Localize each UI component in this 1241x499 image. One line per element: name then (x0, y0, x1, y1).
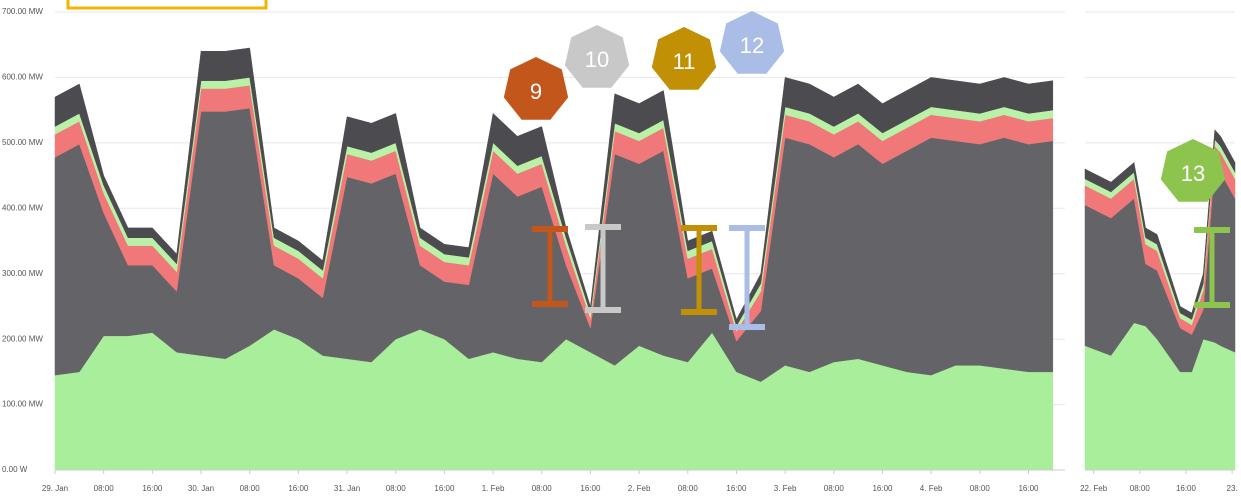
x-tick-label: 3. Feb (774, 484, 797, 493)
x-tick-label: 08:00 (678, 484, 699, 493)
x-tick-label: 16:00 (142, 484, 163, 493)
panel-gap (1072, 0, 1084, 499)
badge (651, 27, 717, 90)
badge-label: 12 (740, 33, 764, 58)
x-tick-label: 08:00 (970, 484, 991, 493)
badge-label: 10 (585, 47, 609, 72)
panel: 22. Feb 08:00 16:00 23. (1080, 11, 1238, 493)
x-tick-label: 22. Feb (1080, 484, 1108, 493)
x-tick-label: 16:00 (1176, 484, 1197, 493)
x-tick-label: 08:00 (240, 484, 261, 493)
y-tick-label: 600.00 MW (2, 73, 43, 82)
x-tick-label: 31. Jan (334, 484, 360, 493)
x-tick-label: 16:00 (434, 484, 455, 493)
annotation: 12 (719, 11, 785, 330)
y-tick-label: 400.00 MW (2, 203, 43, 212)
badge (503, 57, 569, 120)
area (1084, 129, 1236, 320)
x-tick-label: 08:00 (386, 484, 407, 493)
x-tick-label: 08:00 (1130, 484, 1151, 493)
y-tick-label: 200.00 MW (2, 334, 43, 343)
y-tick-label: 300.00 MW (2, 269, 43, 278)
badge (1160, 139, 1226, 202)
annotation: 9 (503, 57, 569, 307)
badge-label: 11 (673, 49, 696, 74)
x-tick-label: 08:00 (824, 484, 845, 493)
badge-label: 9 (530, 79, 542, 104)
y-tick-label: 100.00 MW (2, 400, 43, 409)
x-tick-label: 23. (1227, 484, 1238, 493)
x-tick-label: 16:00 (872, 484, 893, 493)
y-tick-label: 500.00 MW (2, 138, 43, 147)
annotation: 11 (651, 27, 717, 315)
annotation: 10 (564, 25, 630, 313)
badge (719, 11, 785, 74)
x-tick-label: 4. Feb (920, 484, 943, 493)
x-tick-label: 2. Feb (628, 484, 651, 493)
x-tick-label: 16:00 (726, 484, 747, 493)
x-tick-label: 16:00 (1018, 484, 1039, 493)
x-tick-label: 29. Jan (42, 484, 68, 493)
y-tick-label: 0.00 W (2, 465, 28, 474)
badge (564, 25, 630, 88)
x-tick-label: 08:00 (94, 484, 115, 493)
x-tick-label: 16:00 (288, 484, 309, 493)
badge-label: 13 (1181, 161, 1205, 186)
x-tick-label: 1. Feb (482, 484, 505, 493)
y-tick-label: 700.00 MW (2, 7, 43, 16)
highlight-box (66, 0, 268, 10)
area (54, 47, 1054, 327)
x-tick-label: 16:00 (580, 484, 601, 493)
x-tick-label: 08:00 (532, 484, 553, 493)
annotation: 13 (1160, 139, 1230, 308)
x-tick-label: 30. Jan (188, 484, 214, 493)
